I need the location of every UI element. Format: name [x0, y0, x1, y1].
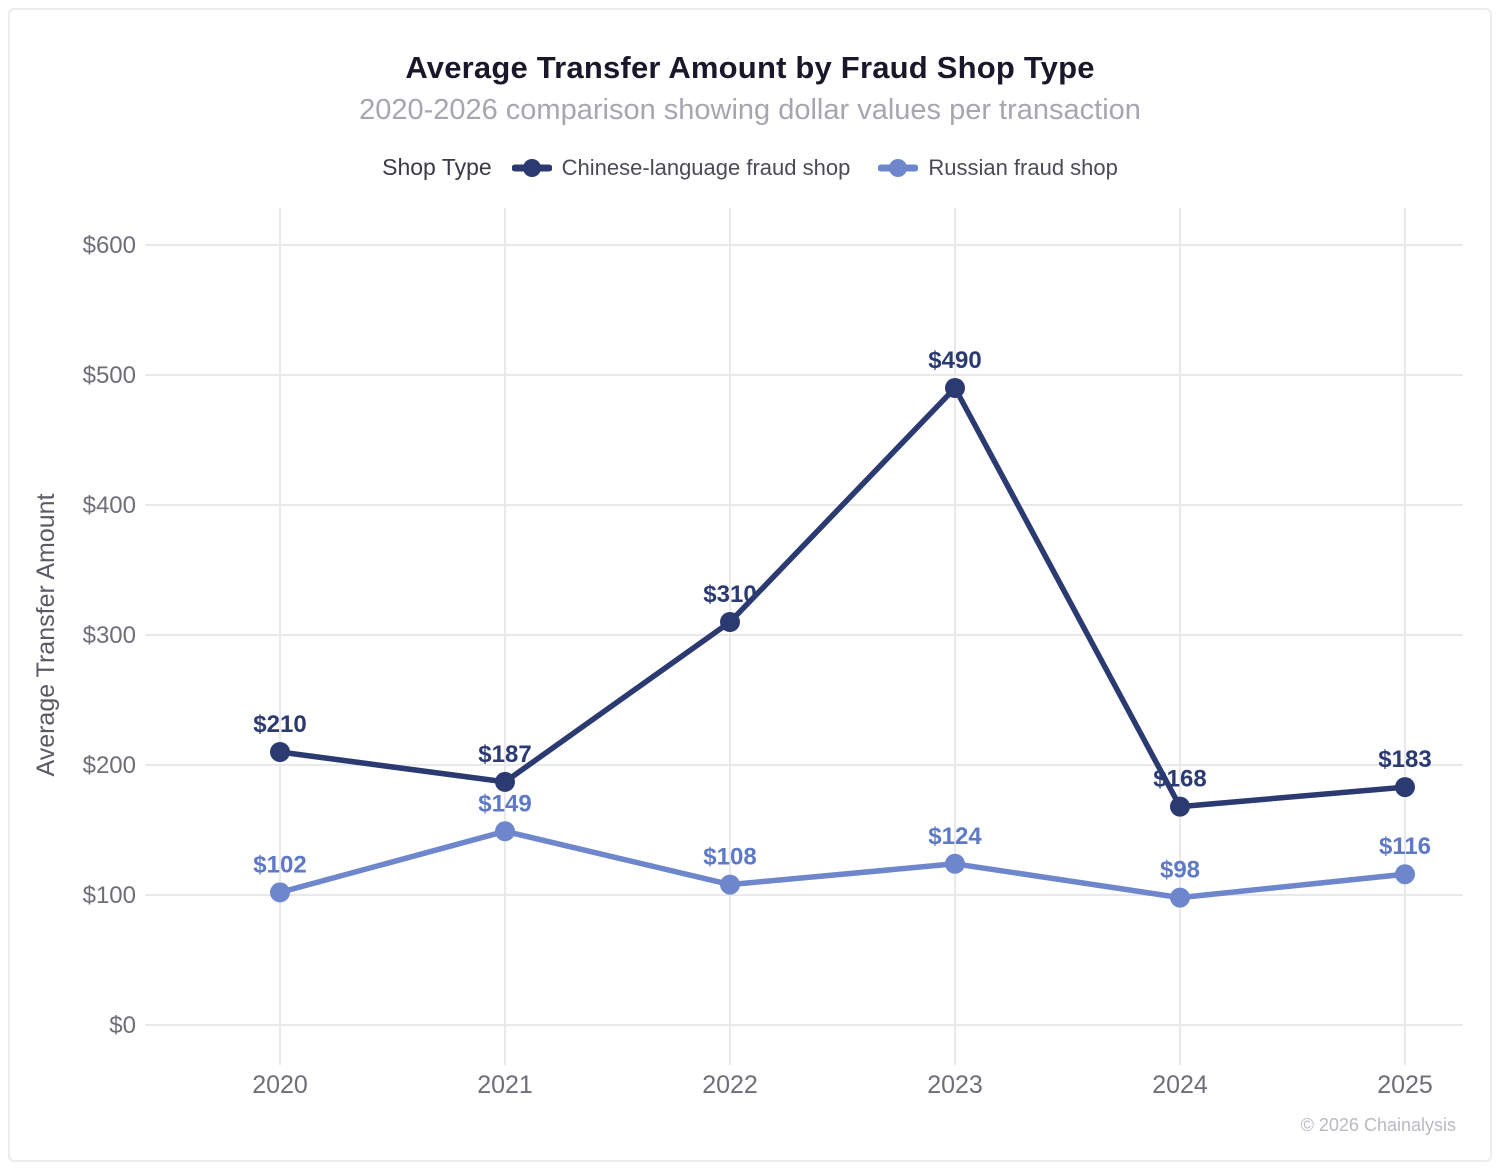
data-point-label: $168 [1153, 766, 1206, 793]
chart-subtitle: 2020-2026 comparison showing dollar valu… [359, 94, 1141, 126]
legend-item: Chinese-language fraud shop [511, 154, 851, 181]
data-point [945, 378, 965, 398]
data-point [945, 853, 965, 874]
data-point-label: $490 [928, 347, 981, 374]
series-marker-icon [878, 158, 919, 178]
data-point-label: $124 [928, 823, 982, 850]
data-point [720, 612, 740, 632]
series-line [277, 385, 1408, 810]
series-line [277, 828, 1408, 901]
data-point-label: $102 [253, 851, 306, 878]
legend-item: Russian fraud shop [878, 155, 1118, 181]
data-point-label: $310 [703, 581, 756, 608]
data-point [495, 821, 515, 842]
y-tick-label: $300 [83, 622, 136, 649]
x-tick-label: 2025 [1377, 1071, 1433, 1099]
data-point [1170, 887, 1190, 908]
data-point [270, 742, 290, 762]
data-point-label: $183 [1378, 746, 1431, 773]
chart-card: Average Transfer Amount by Fraud Shop Ty… [8, 8, 1492, 1162]
data-point-label: $116 [1379, 833, 1431, 860]
y-tick-label: $100 [83, 882, 136, 909]
data-point-label: $187 [478, 741, 531, 768]
x-tick-label: 2021 [477, 1071, 533, 1099]
x-tick-label: 2024 [1152, 1071, 1208, 1099]
data-point [720, 874, 740, 895]
data-point [1395, 864, 1415, 885]
legend-item-label: Chinese-language fraud shop [561, 154, 851, 180]
x-tick-label: 2023 [927, 1071, 983, 1099]
y-axis-title: Average Transfer Amount [32, 493, 60, 776]
data-point [495, 771, 515, 792]
series-marker-icon [511, 158, 552, 178]
y-tick-label: $400 [83, 492, 136, 519]
line-chart: $0 $100 $200 $300 $400 $500 $600 2020 2021 2022 20… [32, 208, 1463, 1099]
data-point [1395, 777, 1415, 798]
legend: Shop Type Chinese-language fraud shop Ru… [10, 154, 1490, 181]
x-tick-label: 2022 [702, 1071, 758, 1099]
copyright-text: © 2026 Chainalysis [1300, 1115, 1456, 1135]
data-point [1170, 796, 1190, 817]
y-tick-label: $600 [83, 232, 136, 259]
y-tick-label: $200 [83, 752, 136, 779]
legend-label: Shop Type [382, 154, 492, 180]
data-point-label: $210 [253, 711, 306, 738]
data-point-label: $149 [478, 790, 531, 817]
legend-item-label: Russian fraud shop [928, 154, 1118, 180]
y-tick-label: $0 [109, 1012, 136, 1039]
data-point [270, 882, 290, 903]
data-point-label: $98 [1160, 857, 1200, 884]
y-tick-label: $500 [83, 362, 136, 389]
x-tick-label: 2020 [252, 1071, 308, 1099]
chart-title: Average Transfer Amount by Fraud Shop Ty… [405, 50, 1095, 85]
data-point-label: $108 [703, 844, 756, 871]
